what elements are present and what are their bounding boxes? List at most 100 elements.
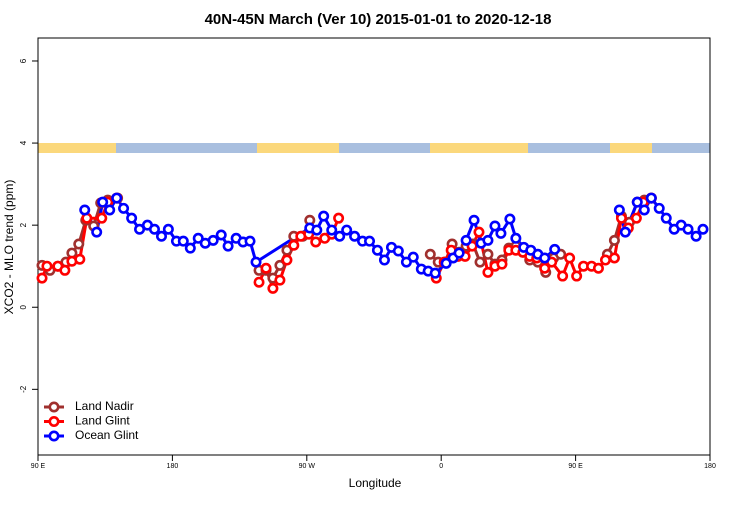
data-point <box>59 264 71 276</box>
data-point <box>468 214 480 226</box>
data-point <box>310 236 322 248</box>
data-point <box>613 204 625 216</box>
y-axis-label: XCO2 - MLO trend (ppm) <box>2 180 16 315</box>
data-point <box>318 210 330 222</box>
data-point <box>341 224 353 236</box>
data-point <box>250 256 262 268</box>
data-point <box>630 212 642 224</box>
data-point <box>378 254 390 266</box>
data-point <box>608 252 620 264</box>
x-tick-label: 90 E <box>31 463 46 470</box>
data-point <box>155 230 167 242</box>
data-point <box>91 226 103 238</box>
land-strip <box>610 143 652 153</box>
y-tick-label: 0 <box>19 304 28 309</box>
data-point <box>619 226 631 238</box>
legend-marker <box>48 415 60 427</box>
data-point <box>653 202 665 214</box>
data-point <box>134 223 146 235</box>
data-point <box>473 226 485 238</box>
data-point <box>41 260 53 272</box>
data-point <box>474 256 486 268</box>
data-point <box>460 234 472 246</box>
data-point <box>267 282 279 294</box>
x-tick-label: 0 <box>439 463 443 470</box>
data-point <box>326 224 338 236</box>
data-point <box>126 212 138 224</box>
x-tick-label: 180 <box>704 463 716 470</box>
plot-frame <box>37 37 711 456</box>
data-point <box>631 196 643 208</box>
data-point <box>215 229 227 241</box>
data-point <box>349 230 361 242</box>
land-strip <box>430 143 528 153</box>
data-point <box>571 270 583 282</box>
land-strip <box>257 143 339 153</box>
x-axis-label: Longitude <box>349 476 402 490</box>
y-tick-label: -2 <box>19 385 28 393</box>
y-tick-label: 2 <box>19 222 28 227</box>
data-point <box>549 243 561 255</box>
data-point <box>592 262 604 274</box>
data-point <box>260 262 272 274</box>
data-point <box>489 220 501 232</box>
land-strip <box>38 143 116 153</box>
data-point <box>364 235 376 247</box>
legend-marker <box>48 430 60 442</box>
data-point <box>482 248 494 260</box>
data-point <box>429 267 441 279</box>
data-point <box>281 254 293 266</box>
chart-title: 40N-45N March (Ver 10) 2015-01-01 to 202… <box>205 11 552 28</box>
data-point <box>79 204 91 216</box>
data-point <box>97 196 109 208</box>
ocean-strip <box>38 143 710 153</box>
data-point <box>118 202 130 214</box>
data-point <box>424 248 436 260</box>
data-point <box>645 192 657 204</box>
x-tick-label: 90 W <box>299 463 316 470</box>
data-point <box>311 224 323 236</box>
data-point <box>162 223 174 235</box>
data-point <box>333 212 345 224</box>
data-point <box>539 252 551 264</box>
data-point <box>400 256 412 268</box>
data-point <box>510 232 522 244</box>
data-point <box>148 223 160 235</box>
legend-label: Ocean Glint <box>75 428 139 442</box>
data-point <box>371 244 383 256</box>
data-point <box>496 258 508 270</box>
data-point <box>660 212 672 224</box>
x-tick-label: 180 <box>167 463 179 470</box>
data-point <box>36 272 48 284</box>
data-point <box>334 230 346 242</box>
data-point <box>392 245 404 257</box>
data-point <box>222 240 234 252</box>
data-point <box>599 254 611 266</box>
data-point <box>697 223 709 235</box>
data-point <box>274 274 286 286</box>
data-point <box>104 204 116 216</box>
data-point <box>73 238 85 250</box>
legend-label: Land Glint <box>75 414 130 428</box>
data-point <box>453 247 465 259</box>
data-point <box>495 227 507 239</box>
data-point <box>557 270 569 282</box>
legend-label: Land Nadir <box>75 399 134 413</box>
data-point <box>482 266 494 278</box>
x-tick-label: 90 E <box>568 463 583 470</box>
data-point <box>184 242 196 254</box>
data-point <box>564 252 576 264</box>
data-point <box>440 257 452 269</box>
y-tick-label: 4 <box>19 140 28 145</box>
data-point <box>274 259 286 271</box>
data-point <box>407 251 419 263</box>
data-point <box>539 262 551 274</box>
data-point <box>192 232 204 244</box>
data-point <box>177 235 189 247</box>
data-point <box>111 192 123 204</box>
data-point <box>207 234 219 246</box>
data-point <box>482 234 494 246</box>
data-point <box>690 230 702 242</box>
